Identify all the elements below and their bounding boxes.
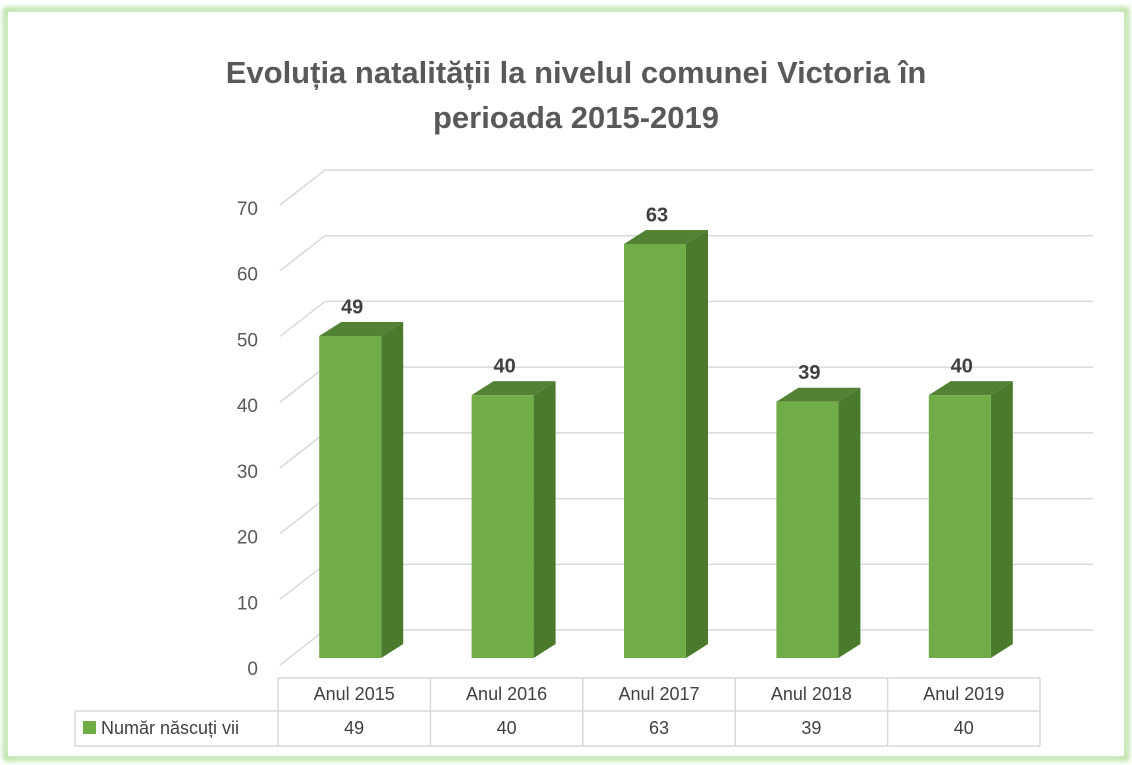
- bar-side: [990, 381, 1013, 658]
- bar-front: [928, 395, 991, 658]
- bar-side: [533, 381, 556, 658]
- bar-top: [624, 230, 708, 244]
- table-value: 40: [497, 718, 517, 738]
- data-label: 40: [493, 355, 515, 377]
- y-tick-label: 60: [237, 265, 258, 286]
- grid-line: [279, 432, 326, 469]
- bar-front: [776, 401, 839, 658]
- table-value: 49: [344, 718, 364, 738]
- bar-front: [319, 336, 382, 658]
- bar: [776, 387, 861, 658]
- table-value: 39: [801, 718, 821, 738]
- legend-label: Număr născuți vii: [101, 718, 239, 738]
- x-tick-label: Anul 2016: [466, 684, 547, 704]
- grid-line: [279, 629, 326, 666]
- data-label: 63: [646, 204, 668, 226]
- x-tick-label: Anul 2017: [618, 684, 699, 704]
- y-tick-label: 50: [237, 330, 258, 351]
- bar-side: [686, 230, 708, 658]
- bar-front: [471, 395, 534, 658]
- x-tick-label: Anul 2019: [923, 684, 1004, 704]
- bar-side: [381, 322, 404, 658]
- y-tick-label: 0: [247, 659, 258, 680]
- grid-line: [279, 366, 326, 403]
- table-value: 63: [649, 718, 669, 738]
- legend-swatch: [83, 721, 96, 734]
- grid-line: [279, 497, 326, 535]
- chart-title: Evoluția natalității la nivelul comunei …: [226, 55, 927, 135]
- bar-front: [624, 244, 686, 658]
- table-value: 40: [954, 718, 974, 738]
- frame: [3, 7, 1129, 761]
- data-label: 40: [951, 355, 973, 377]
- data-label: 39: [798, 362, 820, 384]
- y-tick-label: 20: [237, 528, 258, 549]
- bar: [624, 230, 708, 658]
- bar: [471, 381, 556, 658]
- x-tick-label: Anul 2018: [771, 684, 852, 704]
- y-tick-label: 40: [237, 396, 258, 417]
- grid-line: [279, 300, 326, 338]
- bar: [928, 381, 1013, 658]
- bar-top: [319, 322, 404, 336]
- bar-side: [838, 387, 861, 658]
- grid-line: [279, 563, 326, 600]
- data-label: 49: [341, 296, 363, 318]
- y-tick-label: 70: [237, 199, 258, 220]
- y-tick-label: 10: [237, 593, 258, 614]
- y-tick-label: 30: [237, 462, 258, 483]
- bar: [319, 322, 404, 658]
- grid-line: [279, 169, 326, 206]
- grid-line: [279, 235, 326, 272]
- bar-top: [776, 387, 861, 402]
- bar-top: [928, 381, 1013, 396]
- x-tick-label: Anul 2015: [314, 684, 395, 704]
- bar-top: [471, 381, 556, 396]
